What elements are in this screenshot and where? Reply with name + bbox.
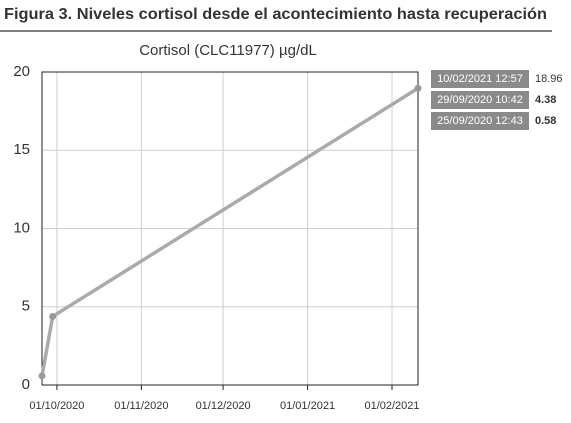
y-tick-label: 0 [22,376,30,393]
data-point [38,372,46,380]
y-tick-label: 15 [13,141,30,158]
plot-frame [41,71,419,386]
table-value: 0.58 [535,115,556,127]
data-point [414,84,422,92]
figure-title: Figura 3. Niveles cortisol desde el acon… [4,6,547,23]
x-tick-label: 01/12/2020 [196,400,251,412]
table-date: 25/09/2020 12:43 [437,115,523,127]
table-value: 4.38 [535,94,556,106]
x-tick-label: 01/10/2020 [29,400,84,412]
data-line [40,86,419,377]
table-date: 10/02/2021 12:57 [437,73,523,85]
table-date-cell [431,112,529,130]
x-tick-label: 01/02/2021 [364,400,419,412]
table-value: 18.96 [535,73,563,85]
table-date: 29/09/2020 10:42 [437,94,523,106]
y-tick-label: 20 [13,63,30,80]
data-point [49,312,57,320]
x-tick-label: 01/11/2020 [114,400,168,412]
y-tick-label: 5 [22,298,30,315]
chart-title: Cortisol (CLC11977) µg/dL [139,42,317,59]
table-date-cell [431,70,529,88]
y-tick-label: 10 [13,219,30,236]
table-date-cell [431,91,529,109]
x-tick-label: 01/01/2021 [280,400,335,412]
